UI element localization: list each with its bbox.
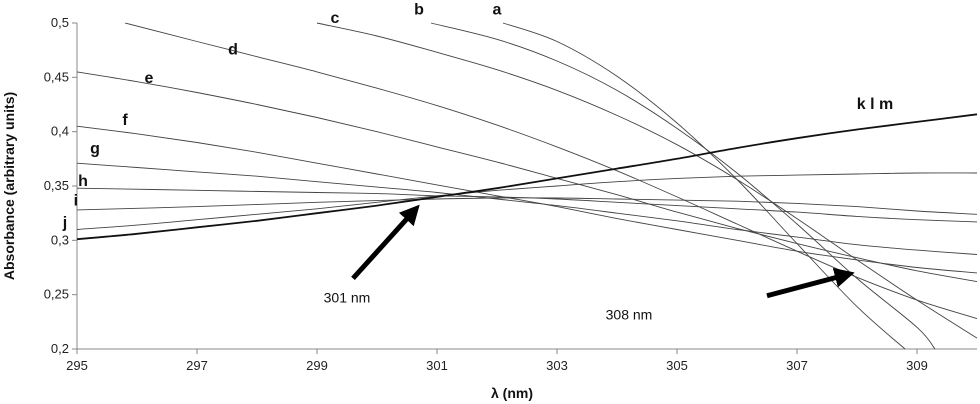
x-tick-label: 305 xyxy=(666,358,688,373)
series-line-f xyxy=(76,125,978,274)
y-tick-label: 0,25 xyxy=(44,287,69,302)
series-line-c xyxy=(316,22,978,339)
y-tick-label: 0,4 xyxy=(51,124,69,139)
series-line-d xyxy=(124,22,978,320)
series-line-h xyxy=(76,187,978,223)
annotation-arrow xyxy=(766,267,855,299)
axes xyxy=(72,22,977,354)
curve-label-g: g xyxy=(90,140,100,157)
series-line-e xyxy=(76,71,978,283)
y-tick-label: 0,45 xyxy=(44,69,69,84)
x-tick-label: 299 xyxy=(306,358,328,373)
series-line-j xyxy=(76,172,978,230)
y-axis-title: Absorbance (arbitrary units) xyxy=(1,92,17,280)
x-tick-label: 297 xyxy=(186,358,208,373)
curve-label-i: i xyxy=(74,193,78,210)
curve-label-f: f xyxy=(122,112,128,129)
x-axis-title: λ (nm) xyxy=(491,385,533,401)
curve-label-e: e xyxy=(145,70,154,87)
curve-label-j: j xyxy=(62,214,67,231)
x-tick-label: 309 xyxy=(906,358,928,373)
series-lines xyxy=(76,22,978,350)
curve-label-b: b xyxy=(414,1,424,18)
y-tick-label: 0,3 xyxy=(51,232,69,247)
tick-labels: 295 297 299 301 303 305 307 309 0,2 0,25 0,3 0,35 0,… xyxy=(44,15,928,373)
x-tick-label: 307 xyxy=(786,358,808,373)
curve-label-h: h xyxy=(78,173,88,190)
y-tick-label: 0,5 xyxy=(51,15,69,30)
x-tick-label: 303 xyxy=(546,358,568,373)
series-line-klm xyxy=(76,113,978,241)
series-line-g xyxy=(76,162,978,255)
curve-label-d: d xyxy=(228,42,238,59)
annotation-label: 301 nm xyxy=(324,289,371,305)
curve-label-c: c xyxy=(331,10,340,27)
y-tick-label: 0,35 xyxy=(44,178,69,193)
curve-label-a: a xyxy=(493,1,502,18)
x-tick-label: 301 xyxy=(426,358,448,373)
series-line-a xyxy=(502,22,906,350)
annotation-label: 308 nm xyxy=(606,307,653,323)
curve-label-klm: k l m xyxy=(857,96,893,113)
annotations: 301 nm 308 nm xyxy=(324,204,855,323)
series-line-i xyxy=(76,197,978,215)
y-tick-label: 0,2 xyxy=(51,341,69,356)
annotation-arrow xyxy=(351,204,420,281)
x-tick-label: 295 xyxy=(66,358,88,373)
